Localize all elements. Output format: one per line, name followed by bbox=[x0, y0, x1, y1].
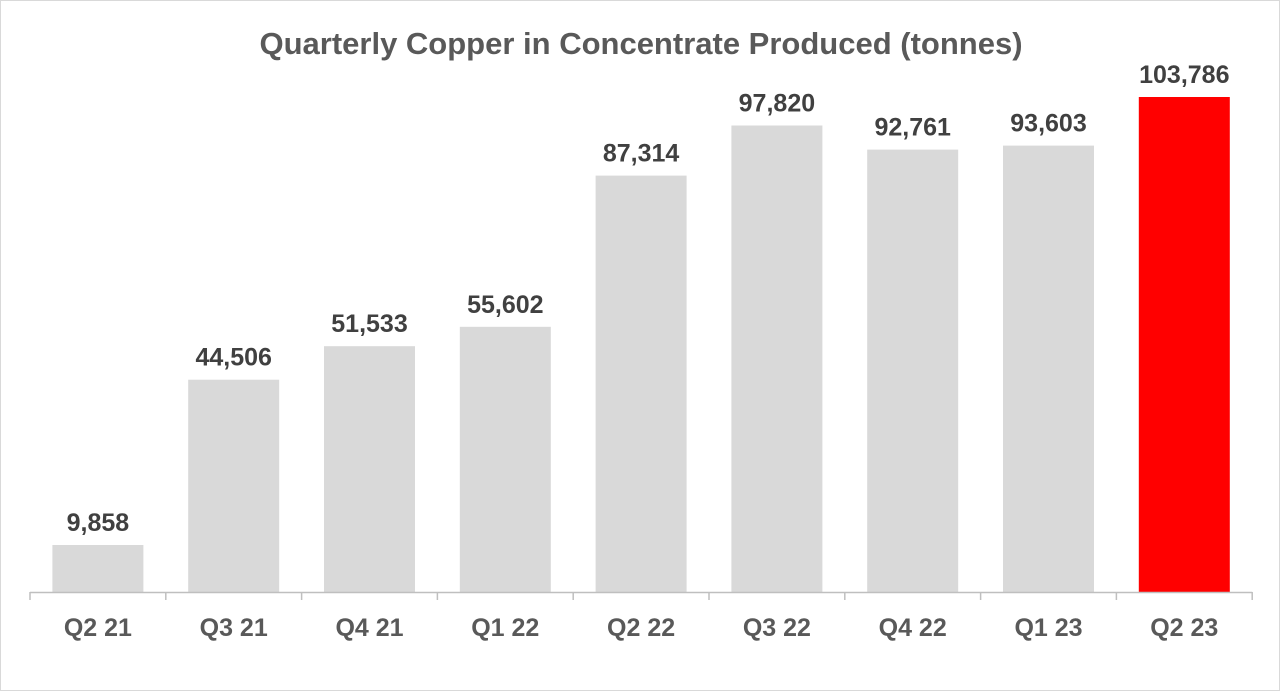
x-tick-label: Q2 22 bbox=[607, 614, 675, 642]
data-label: 92,761 bbox=[874, 114, 951, 142]
bar-q3-21 bbox=[188, 379, 280, 592]
bars-group bbox=[52, 97, 1230, 592]
bar-q3-22 bbox=[731, 125, 823, 592]
x-tick-labels-group: Q2 21 Q3 21 Q4 21 Q1 22 Q2 22 Q3 22 Q4 22 Q1 23… bbox=[64, 614, 1219, 642]
x-tick-label: Q2 23 bbox=[1150, 614, 1218, 642]
data-label: 87,314 bbox=[603, 140, 680, 168]
bar-q1-22 bbox=[459, 326, 551, 592]
data-label: 9,858 bbox=[67, 509, 130, 537]
data-label: 55,602 bbox=[467, 291, 543, 319]
bar-q2-21 bbox=[52, 545, 144, 592]
bar-q2-23 bbox=[1138, 97, 1230, 592]
data-label: 97,820 bbox=[739, 90, 815, 118]
x-tick-label: Q2 21 bbox=[64, 614, 132, 642]
x-tick-label: Q3 21 bbox=[200, 614, 268, 642]
value-labels-group: 9,858 44,506 51,533 55,602 87,314 97,820 92,76… bbox=[67, 61, 1230, 537]
x-tick-label: Q1 23 bbox=[1014, 614, 1082, 642]
x-tick-label: Q1 22 bbox=[471, 614, 539, 642]
bar-q4-22 bbox=[867, 149, 959, 592]
chart-title: Quarterly Copper in Concentrate Produced… bbox=[259, 26, 1022, 61]
x-tick-label: Q3 22 bbox=[743, 614, 811, 642]
x-tick-label: Q4 22 bbox=[879, 614, 947, 642]
data-label: 51,533 bbox=[331, 310, 407, 338]
x-axis bbox=[29, 591, 1253, 600]
bar-q2-22 bbox=[595, 175, 687, 592]
data-label: 93,603 bbox=[1010, 110, 1086, 138]
bar-q4-21 bbox=[324, 346, 415, 592]
data-label: 103,786 bbox=[1139, 61, 1229, 89]
x-tick-label: Q4 21 bbox=[335, 614, 403, 642]
bar-q1-23 bbox=[1003, 145, 1094, 592]
data-label: 44,506 bbox=[195, 344, 271, 372]
